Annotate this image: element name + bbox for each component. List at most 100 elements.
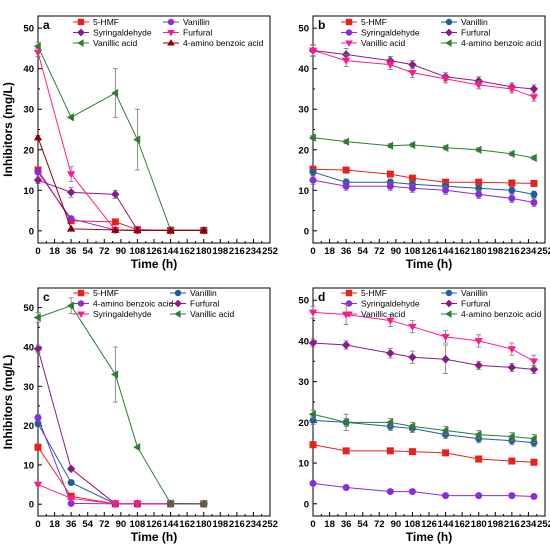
y-tick-label: 50	[298, 296, 309, 307]
legend-entry: 4-amino benzoic acid	[73, 299, 174, 309]
x-tick-label: 54	[357, 519, 368, 530]
legend-label: Syringaldehyde	[361, 299, 420, 309]
legend-entry: 4-amino benzoic acid	[441, 309, 542, 319]
data-point	[308, 410, 316, 419]
legend-label: Vanillic acid	[361, 309, 406, 319]
data-point	[508, 179, 516, 187]
data-point	[309, 479, 317, 487]
data-point	[308, 47, 318, 55]
data-point	[442, 449, 450, 457]
legend-label: Furfural	[183, 28, 212, 38]
series-syringaldehyde	[309, 175, 538, 207]
x-tick-label: 108	[129, 519, 145, 530]
legend-entry: 5-HMF	[73, 288, 119, 298]
x-tick-label: 216	[229, 246, 245, 257]
x-tick-label: 234	[520, 246, 537, 257]
data-point	[507, 149, 515, 159]
data-point	[386, 141, 394, 150]
data-point	[66, 113, 74, 122]
series-vanillic-acid	[33, 41, 207, 235]
data-point	[408, 184, 416, 192]
x-tick-label: 0	[35, 519, 40, 530]
y-tick-label: 50	[298, 24, 309, 35]
legend-label: Vanillin	[190, 288, 217, 298]
legend-marker	[77, 300, 85, 307]
legend-entry: Furfural	[441, 299, 490, 309]
x-tick-label: 54	[82, 246, 93, 257]
legend-entry: Vanillin	[170, 288, 217, 298]
legend-marker	[345, 40, 353, 47]
x-tick-label: 36	[341, 246, 352, 257]
legend-entry: Syringaldehyde	[73, 309, 152, 319]
data-point	[33, 344, 43, 354]
data-point	[166, 499, 174, 508]
data-point	[441, 76, 450, 84]
data-point	[442, 178, 450, 186]
data-point	[133, 443, 141, 452]
x-tick-label: 36	[341, 519, 352, 530]
legend-entry: Vanillin	[441, 17, 488, 27]
data-point	[309, 441, 317, 449]
data-point	[66, 224, 76, 232]
data-point	[475, 178, 483, 186]
series-5-hmf	[309, 441, 538, 466]
series-line	[37, 171, 204, 231]
x-tick-label: 72	[374, 246, 385, 257]
x-tick-label: 198	[212, 246, 228, 257]
x-tick-label: 162	[454, 246, 470, 257]
data-point	[386, 170, 394, 178]
y-axis-label: Inhibitors (mg/L)	[1, 355, 15, 450]
legend-entry: Syringaldehyde	[73, 28, 152, 38]
data-point	[309, 168, 317, 176]
legend-label: Vanillic acid	[190, 309, 235, 319]
data-point	[33, 175, 43, 185]
y-tick-label: 30	[23, 382, 34, 393]
data-point	[474, 145, 482, 154]
series-line	[312, 419, 534, 444]
legend-marker	[445, 39, 452, 47]
x-tick-label: 180	[196, 519, 212, 530]
x-tick-label: 162	[454, 519, 470, 530]
x-tick-label: 252	[537, 519, 550, 530]
legend-label: Syringaldehyde	[361, 28, 420, 38]
legend-marker	[77, 18, 85, 26]
x-tick-label: 252	[537, 246, 550, 257]
y-tick-label: 30	[23, 105, 34, 116]
legend-label: 4-amino benzoic acid	[461, 309, 542, 319]
series-4-amino-benzoic-acid	[308, 409, 537, 444]
data-point	[66, 188, 76, 197]
legend-marker	[77, 28, 85, 37]
data-point	[341, 137, 349, 146]
panel-letter: b	[318, 18, 325, 32]
legend-marker	[345, 18, 353, 26]
y-tick-label: 30	[298, 377, 309, 388]
data-point	[341, 57, 351, 65]
data-point	[111, 225, 120, 233]
y-tick-label: 10	[23, 186, 34, 197]
x-tick-label: 108	[404, 519, 420, 530]
x-tick-label: 126	[421, 519, 437, 530]
legend-marker	[167, 39, 175, 46]
x-tick-label: 252	[262, 246, 278, 257]
x-tick-label: 90	[391, 519, 402, 530]
series-line	[37, 137, 204, 231]
data-point	[341, 418, 349, 427]
data-point	[308, 133, 316, 142]
x-tick-label: 72	[99, 246, 110, 257]
legend-label: 4-amino benzoic acid	[183, 38, 264, 48]
y-tick-label: 50	[23, 24, 34, 35]
series-furfural	[308, 45, 539, 94]
data-point	[474, 82, 483, 90]
y-tick-label: 0	[29, 226, 34, 237]
data-point	[529, 153, 537, 163]
data-point	[441, 334, 450, 342]
legend-entry: Furfural	[170, 299, 219, 309]
data-point	[341, 340, 351, 350]
data-point	[475, 190, 483, 198]
x-tick-label: 198	[212, 519, 228, 530]
data-point	[441, 143, 449, 152]
series-line	[37, 305, 204, 505]
series-line	[37, 423, 204, 505]
x-tick-label: 54	[82, 519, 93, 530]
